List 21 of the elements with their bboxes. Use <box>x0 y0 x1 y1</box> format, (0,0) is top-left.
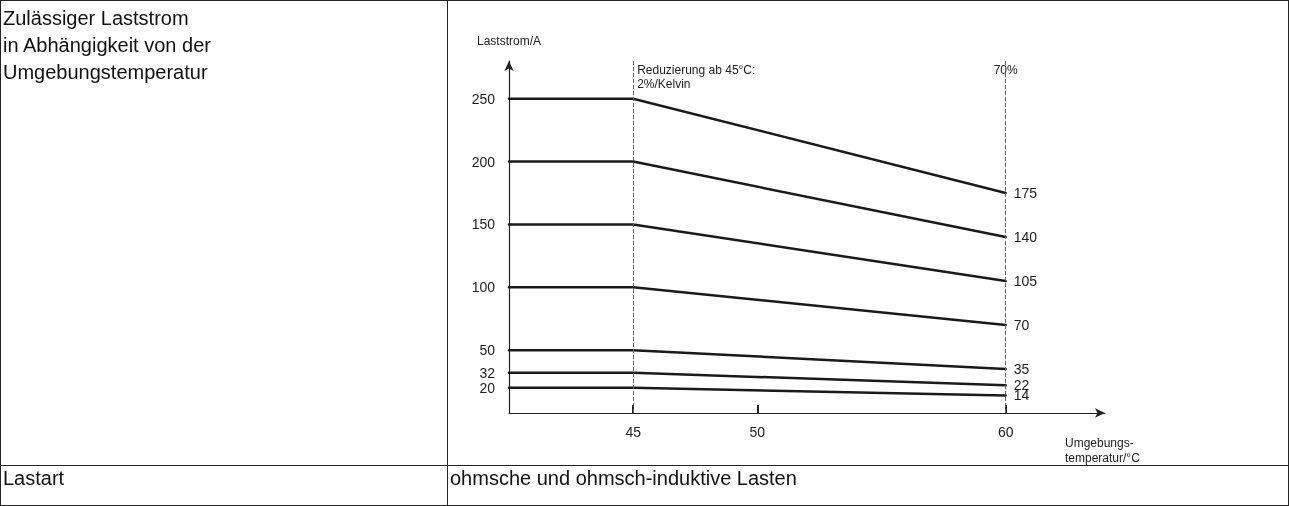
data-label: 35 <box>1013 361 1030 377</box>
data-label: 105 <box>1013 273 1038 289</box>
y-tick-label: 200 <box>471 153 496 170</box>
x-tick-label: 50 <box>749 424 766 440</box>
y-axis-title: Laststrom/A <box>476 34 542 48</box>
ref-line-label: Reduzierung ab 45°C: 2%/Kelvin <box>637 63 756 91</box>
x-axis-title: Umgebungs- temperatur/°C <box>1065 435 1141 465</box>
y-tick-label: 250 <box>471 90 496 107</box>
y-tick-label: 32 <box>479 364 496 381</box>
y-tick-label: 150 <box>471 216 496 233</box>
y-tick-label: 100 <box>471 279 496 296</box>
text: Lastart <box>0 465 448 506</box>
data-label: 70 <box>1013 317 1030 333</box>
text: Zulässiger Laststrom in Abhängigkeit von der Umgebungstemperatur <box>0 0 448 466</box>
x-tick-label: 45 <box>625 424 642 440</box>
y-tick-label: 50 <box>479 342 496 359</box>
y-tick-label: 20 <box>479 379 496 396</box>
data-label: 140 <box>1013 229 1038 245</box>
data-label: 175 <box>1013 185 1038 201</box>
text: ohmsche und ohmsch-induktive Lasten <box>447 465 1289 506</box>
x-tick-label: 60 <box>997 424 1014 440</box>
